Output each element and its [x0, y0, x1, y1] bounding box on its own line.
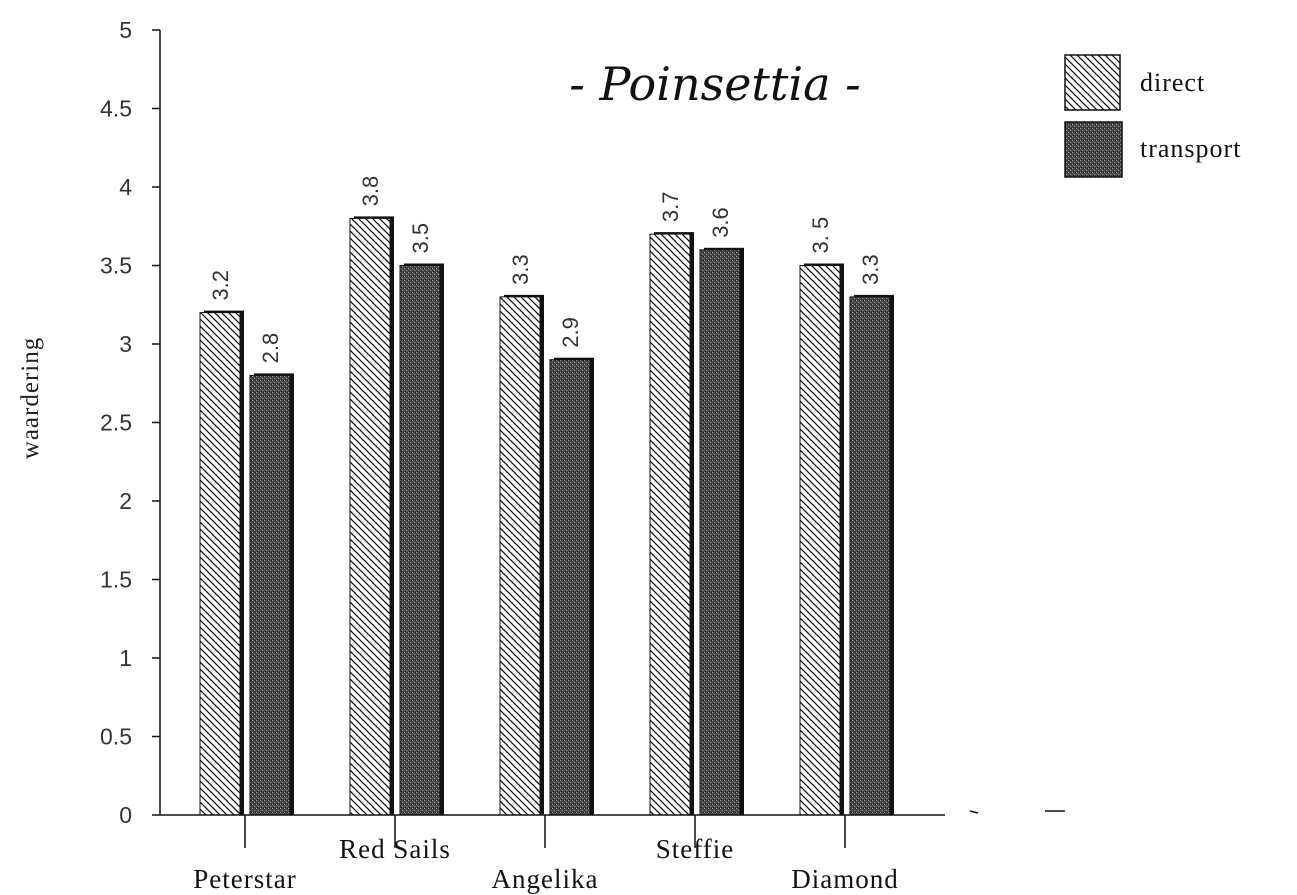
legend-swatch-transport [1064, 121, 1123, 178]
y-tick-label: 1.5 [100, 567, 132, 593]
bar-transport [249, 374, 291, 816]
data-label-direct: 3. 5 [808, 217, 833, 254]
chart-title: - Poinsettia - [569, 57, 860, 111]
bar-direct [499, 296, 541, 816]
data-label-transport: 3.3 [858, 254, 883, 285]
data-label-direct: 3.8 [358, 176, 383, 207]
x-tick-label: Red Sails [339, 834, 451, 864]
y-tick-label: 5 [119, 17, 132, 43]
x-tick-label: Angelika [492, 864, 599, 894]
bar-transport [549, 359, 591, 816]
bar-direct [649, 233, 691, 816]
data-label-direct: 3.3 [508, 254, 533, 285]
bar-direct [199, 312, 241, 816]
data-label-direct: 3.2 [208, 270, 233, 301]
data-label-direct: 3.7 [658, 192, 683, 223]
bar-direct [349, 217, 391, 816]
bar-direct [799, 265, 841, 816]
y-tick-label: 0 [119, 802, 132, 828]
bar-transport [399, 265, 441, 816]
y-tick-label: 0.5 [100, 724, 132, 750]
y-axis-label: waardering [17, 337, 44, 459]
y-tick-label: 3 [119, 331, 132, 357]
x-axis: Peterstar Red Sails Angelika Steffie Diamond [160, 810, 1065, 894]
axis-artifact [969, 810, 979, 814]
x-tick-label: Peterstar [193, 864, 296, 894]
data-label-transport: 3.5 [408, 223, 433, 254]
bars: 3.2 2.8 3.8 3.5 3.3 2.9 3.7 3.6 3. 5 3.3 [199, 176, 894, 816]
y-axis: 0 0.5 1 1.5 2 2.5 3 3.5 4 4.5 5 [100, 17, 161, 828]
y-tick-label: 4.5 [100, 96, 132, 122]
bar-transport [849, 296, 891, 816]
data-label-transport: 2.8 [258, 333, 283, 364]
y-tick-label: 3.5 [100, 253, 132, 279]
y-tick-label: 4 [119, 174, 132, 200]
x-tick-label: Diamond [791, 864, 899, 894]
y-tick-label: 2.5 [100, 410, 132, 436]
data-label-transport: 3.6 [708, 207, 733, 238]
y-tick-label: 2 [119, 488, 132, 514]
data-label-transport: 2.9 [558, 317, 583, 348]
legend-label-direct: direct [1140, 68, 1205, 97]
y-tick-label: 1 [119, 645, 132, 671]
x-tick-label: Steffie [656, 834, 734, 864]
legend-swatch-direct [1064, 54, 1121, 111]
legend: direct transport [1064, 54, 1241, 178]
bar-transport [699, 249, 741, 816]
legend-label-transport: transport [1140, 134, 1241, 163]
